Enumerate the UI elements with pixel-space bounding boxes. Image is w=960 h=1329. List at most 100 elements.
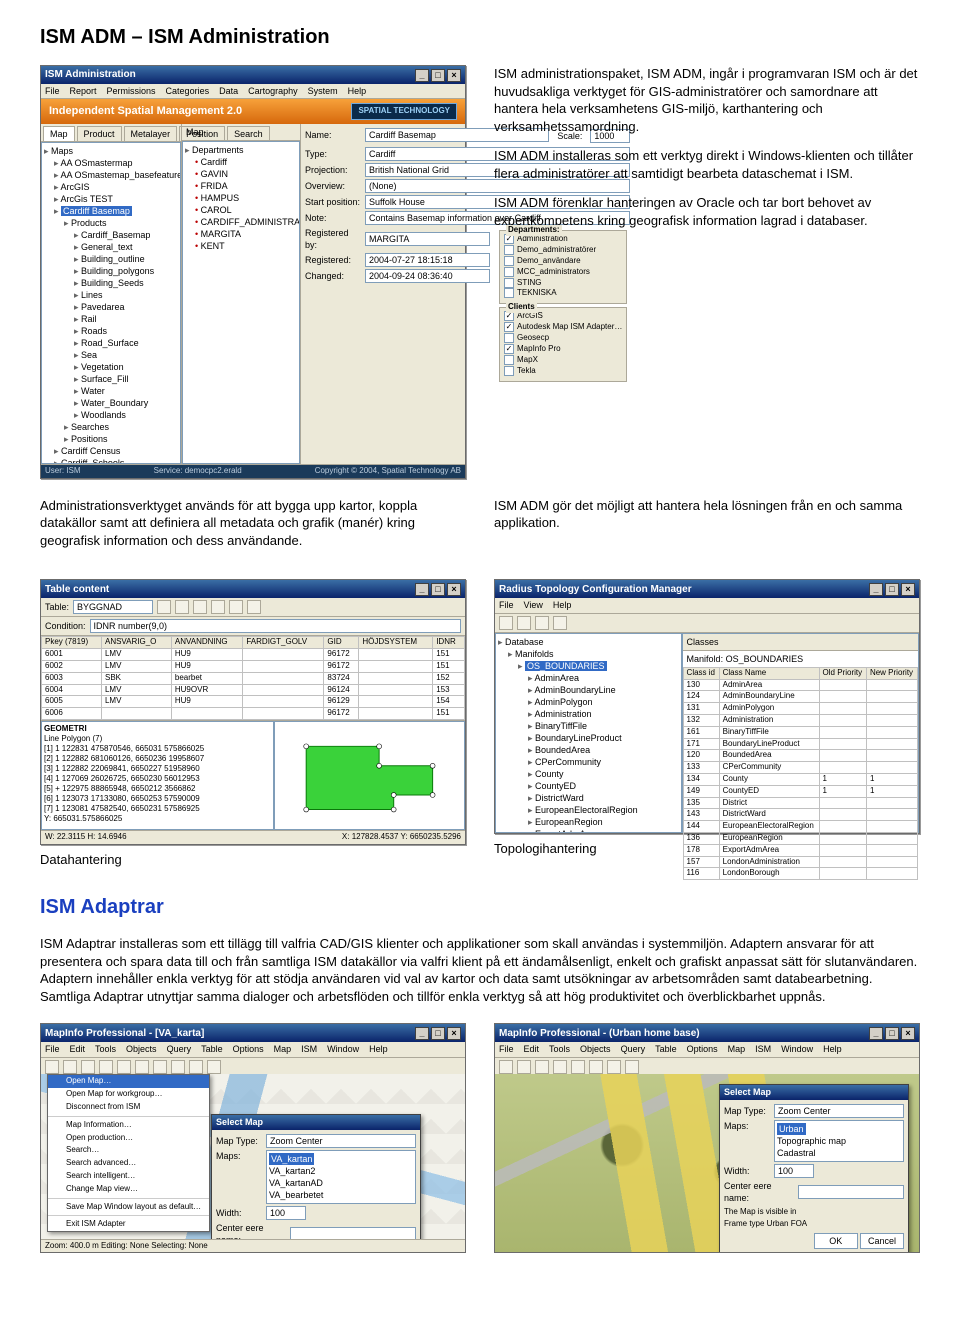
menu-item[interactable]: Permissions (107, 86, 156, 96)
ism-menu-popup[interactable]: Open Map…Open Map for workgroup…Disconne… (47, 1074, 210, 1232)
menu-item[interactable]: Data (219, 86, 238, 96)
tree-node[interactable]: OS_BOUNDARIES (498, 660, 679, 672)
column-header[interactable]: GID (324, 637, 359, 649)
toolbar-icon[interactable] (571, 1060, 585, 1074)
menu-item[interactable]: Tools (95, 1044, 116, 1054)
table-name-input[interactable] (73, 600, 153, 614)
checkbox[interactable] (504, 322, 514, 332)
tree-node[interactable]: CAROL (185, 204, 297, 216)
tree-node[interactable]: Pavedarea (44, 301, 178, 313)
tree-node[interactable]: Building_outline (44, 253, 178, 265)
ism-maps-tree[interactable]: MapsAA OSmastermapAA OSmastemap_basefeat… (41, 142, 181, 464)
tree-node[interactable]: Cardiff_Schools (44, 457, 178, 464)
menu-item[interactable]: Open production… (48, 1132, 209, 1145)
list-item[interactable]: [2] 1 122882 681060126, 6650236 19958607 (44, 754, 271, 764)
menu-item[interactable]: File (499, 600, 514, 610)
table-content-grid[interactable]: Pkey (7819)ANSVARIG_OANVANDNINGFARDIGT_G… (41, 636, 465, 720)
tree-node[interactable]: Sea (44, 349, 178, 361)
table-row[interactable]: 6004LMVHU9OVR96124153 (42, 684, 465, 696)
toolbar-icon[interactable] (499, 616, 513, 630)
list-item[interactable]: [1] 1 122831 475870546, 665031 575866025 (44, 744, 271, 754)
menu-item[interactable]: File (45, 1044, 60, 1054)
tree-node[interactable]: County (498, 768, 679, 780)
width-input[interactable] (266, 1206, 306, 1220)
topology-toolbar[interactable] (495, 614, 919, 633)
mapinfo-right-menubar[interactable]: FileEditToolsObjectsQueryTableOptionsMap… (495, 1042, 919, 1057)
column-header[interactable]: FARDIGT_GOLV (243, 637, 324, 649)
table-row[interactable]: 133CPerCommunity (683, 762, 917, 774)
menu-item[interactable]: Help (369, 1044, 388, 1054)
list-item[interactable]: Urban (777, 1123, 806, 1135)
maximize-button[interactable]: □ (431, 583, 445, 596)
checkbox[interactable] (504, 355, 514, 365)
menu-item[interactable]: Report (70, 86, 97, 96)
tree-node[interactable]: Lines (44, 289, 178, 301)
close-button[interactable]: × (447, 583, 461, 596)
toolbar-icon[interactable] (499, 1060, 513, 1074)
tree-node[interactable]: ArcGIS (44, 181, 178, 193)
list-item[interactable]: [4] 1 127069 26026725, 6650230 56012953 (44, 774, 271, 784)
column-header[interactable]: Class id (683, 667, 719, 679)
maptype-input[interactable] (266, 1134, 416, 1148)
topology-tree[interactable]: DatabaseManifoldsOS_BOUNDARIESAdminAreaA… (495, 633, 682, 833)
minimize-button[interactable]: _ (415, 69, 429, 82)
table-row[interactable]: 116LondonBorough (683, 868, 917, 880)
tree-node[interactable]: Administration (498, 708, 679, 720)
tab-product[interactable]: Product (77, 126, 122, 141)
table-content-toolbar[interactable]: Table: (41, 598, 465, 617)
tree-node[interactable]: Roads (44, 325, 178, 337)
menu-item[interactable]: Search intelligent… (48, 1170, 209, 1183)
toolbar-icon[interactable] (157, 600, 171, 614)
table-row[interactable]: 131AdminPolygon (683, 703, 917, 715)
tree-node[interactable]: Departments (185, 144, 297, 156)
tree-node[interactable]: Water (44, 385, 178, 397)
toolbar-icon[interactable] (589, 1060, 603, 1074)
maps-list[interactable]: UrbanTopographic mapCadastral (774, 1120, 904, 1162)
table-row[interactable]: 124AdminBoundaryLine (683, 691, 917, 703)
toolbar-icon[interactable] (99, 1060, 113, 1074)
ism-left-tabs[interactable]: MapProductMetalayerPositionSearch (41, 124, 181, 142)
geometry-list[interactable]: GEOMETRILine Polygon (7)[1] 1 122831 475… (41, 721, 274, 830)
tree-node[interactable]: CountyED (498, 780, 679, 792)
tree-node[interactable]: Positions (44, 433, 178, 445)
column-header[interactable]: ANSVARIG_O (101, 637, 171, 649)
menu-item[interactable]: Categories (166, 86, 210, 96)
checkbox[interactable] (504, 278, 514, 288)
checkbox[interactable] (504, 288, 514, 298)
tree-node[interactable]: Road_Surface (44, 337, 178, 349)
menu-item[interactable]: Table (201, 1044, 223, 1054)
registered-input[interactable] (365, 253, 490, 267)
menu-item[interactable]: Tools (549, 1044, 570, 1054)
table-row[interactable]: 157LondonAdministration (683, 856, 917, 868)
menu-item[interactable]: Disconnect from ISM (48, 1101, 209, 1114)
maps-list[interactable]: VA_kartanVA_kartan2VA_kartanADVA_bearbet… (266, 1150, 416, 1204)
list-item[interactable]: VA_plast (269, 1201, 413, 1204)
tree-node[interactable]: KENT (185, 240, 297, 252)
table-row[interactable]: 171BoundaryLineProduct (683, 738, 917, 750)
menu-item[interactable]: Edit (70, 1044, 86, 1054)
menu-item[interactable]: Save Map Window layout as default… (48, 1201, 209, 1214)
tree-node[interactable]: EuropeanElectoralRegion (498, 804, 679, 816)
table-row[interactable]: 120BoundedArea (683, 750, 917, 762)
tree-node[interactable]: GAVIN (185, 168, 297, 180)
tree-node[interactable]: Building_Seeds (44, 277, 178, 289)
toolbar-icon[interactable] (81, 1060, 95, 1074)
ok-button[interactable]: OK (814, 1233, 858, 1249)
toolbar-icon[interactable] (211, 600, 225, 614)
close-button[interactable]: × (901, 1027, 915, 1040)
menu-item[interactable]: Options (687, 1044, 718, 1054)
list-item[interactable]: VA_kartanAD (269, 1177, 413, 1189)
width-input[interactable] (774, 1164, 814, 1178)
table-row[interactable]: 178ExportAdmArea (683, 844, 917, 856)
menu-item[interactable]: Open Map… (48, 1075, 209, 1088)
checkbox-row[interactable]: MapInfo Pro (504, 344, 622, 355)
menu-item[interactable]: Query (621, 1044, 646, 1054)
tree-node[interactable]: AdminPolygon (498, 696, 679, 708)
list-item[interactable]: [3] 1 122882 22069841, 6650227 51958960 (44, 764, 271, 774)
list-item[interactable]: [7] 1 123081 47582540, 6650231 57586925 (44, 804, 271, 814)
tree-node[interactable]: Cardiff_Basemap (44, 229, 178, 241)
menu-item[interactable]: Query (167, 1044, 192, 1054)
menu-item[interactable]: Objects (580, 1044, 611, 1054)
tree-node[interactable]: Building_polygons (44, 265, 178, 277)
ism-admin-menubar[interactable]: FileReportPermissionsCategoriesDataCarto… (41, 84, 465, 99)
